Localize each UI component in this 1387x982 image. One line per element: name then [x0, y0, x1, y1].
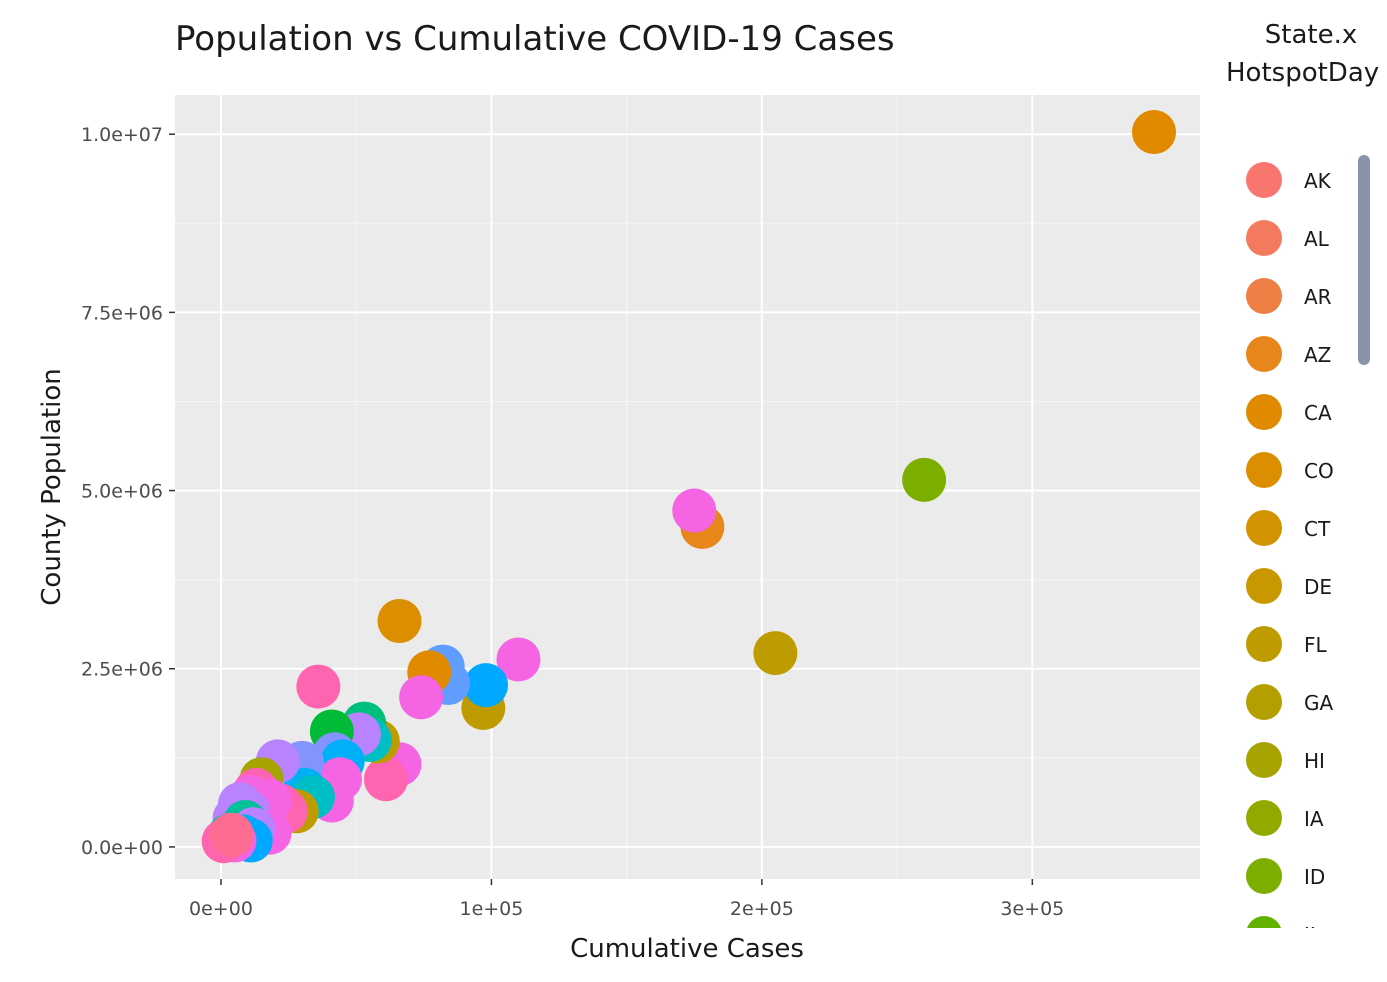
- data-point: [1132, 110, 1177, 155]
- x-tick-label: 0e+00: [189, 898, 253, 920]
- x-tick-label: 2e+05: [730, 898, 794, 920]
- y-tick-label: 1.0e+07: [81, 124, 163, 146]
- legend-label: CA: [1304, 401, 1332, 425]
- legend-label: HI: [1304, 749, 1325, 773]
- legend-key: [1246, 278, 1282, 314]
- legend-label: ID: [1304, 865, 1325, 889]
- y-axis: 0.0e+00 2.5e+06 5.0e+06 7.5e+06 1.0e+07: [81, 124, 175, 859]
- data-point: [464, 663, 509, 708]
- data-point: [209, 812, 254, 857]
- legend-key: [1246, 452, 1282, 488]
- legend-label: CO: [1304, 459, 1334, 483]
- legend-key: [1246, 162, 1282, 198]
- legend-label: IA: [1304, 807, 1324, 831]
- data-point: [296, 664, 341, 709]
- legend-key: [1246, 800, 1282, 836]
- x-tick-label: 3e+05: [1000, 898, 1064, 920]
- data-point: [753, 631, 798, 676]
- legend-scrollbar-thumb[interactable]: [1358, 155, 1370, 365]
- legend-key: [1246, 510, 1282, 546]
- chart-title: Population vs Cumulative COVID-19 Cases: [175, 19, 895, 59]
- legend-title-line-1: State.x: [1265, 20, 1357, 50]
- y-tick-label: 5.0e+06: [81, 481, 163, 503]
- x-axis-title: Cumulative Cases: [570, 934, 804, 964]
- legend-key: [1246, 858, 1282, 894]
- legend-key: [1246, 568, 1282, 604]
- legend-label: GA: [1304, 691, 1333, 715]
- legend-title-line-2: HotspotDay: [1226, 58, 1379, 88]
- data-point: [902, 457, 947, 502]
- legend-label: IL: [1304, 923, 1322, 947]
- data-point: [399, 675, 444, 720]
- legend-label: AZ: [1304, 343, 1331, 367]
- data-point: [377, 598, 422, 643]
- data-point: [496, 637, 541, 682]
- legend-label: CT: [1304, 517, 1331, 541]
- legend-label: AK: [1304, 169, 1332, 193]
- legend-key: [1247, 916, 1281, 928]
- legend-key: [1246, 336, 1282, 372]
- legend: State.x HotspotDay AK AL AR AZ CA CO CT DE FL GA H…: [1226, 20, 1379, 947]
- x-axis: 0e+00 1e+05 2e+05 3e+05: [189, 879, 1064, 920]
- data-points: [201, 110, 1177, 864]
- legend-items: AK AL AR AZ CA CO CT DE FL GA HI IA ID IL: [1246, 162, 1334, 947]
- legend-key: [1246, 626, 1282, 662]
- y-tick-label: 2.5e+06: [81, 659, 163, 681]
- y-axis-title: County Population: [37, 368, 67, 605]
- data-point: [363, 757, 408, 802]
- legend-label: FL: [1304, 633, 1328, 657]
- x-tick-label: 1e+05: [459, 898, 523, 920]
- legend-label: AR: [1304, 285, 1332, 309]
- legend-key: [1246, 742, 1282, 778]
- y-tick-label: 7.5e+06: [81, 302, 163, 324]
- legend-label: DE: [1304, 575, 1332, 599]
- legend-key: [1246, 220, 1282, 256]
- data-point: [672, 488, 717, 533]
- legend-label: AL: [1304, 227, 1330, 251]
- legend-key: [1246, 394, 1282, 430]
- legend-key: [1246, 684, 1282, 720]
- y-tick-label: 0.0e+00: [81, 837, 163, 859]
